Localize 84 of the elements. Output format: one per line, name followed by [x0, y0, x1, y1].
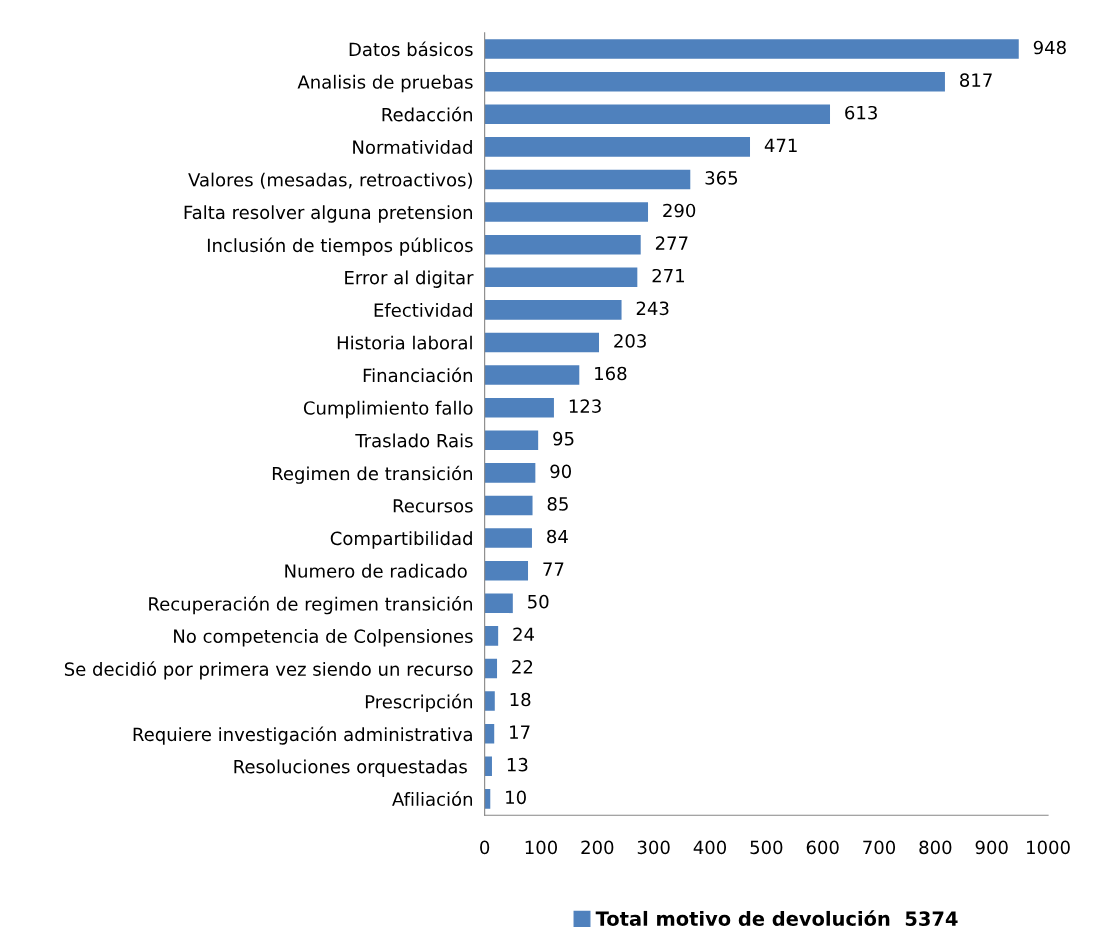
y-tick-label: Compartibilidad [330, 531, 472, 549]
x-tick-label: 800 [919, 840, 952, 855]
data-label: 613 [845, 105, 877, 120]
y-tick-label: Cumplimiento fallo [303, 400, 473, 419]
data-label: 168 [595, 366, 627, 381]
bar [484, 39, 1019, 59]
bar [484, 528, 532, 548]
bar [484, 137, 751, 157]
x-tick-label: 1000 [1027, 840, 1070, 855]
y-tick-label: Recuperación de regimen transición [149, 596, 472, 615]
bar [484, 71, 945, 92]
bar [484, 593, 513, 614]
data-label: 123 [569, 399, 601, 413]
x-tick-label: 200 [581, 840, 614, 855]
x-tick-label: 100 [525, 840, 558, 855]
data-label: 90 [550, 464, 572, 479]
data-label: 85 [547, 497, 568, 511]
y-tick-label: Resoluciones orquestadas [234, 759, 467, 777]
y-tick-label: Traslado Rais [355, 433, 473, 448]
data-label: 24 [513, 627, 535, 641]
bar [484, 397, 554, 418]
bar [484, 365, 580, 385]
data-label: 243 [636, 301, 669, 316]
bar [484, 463, 536, 483]
data-label: 817 [960, 73, 992, 87]
y-tick-label: Falta resolver alguna pretension [184, 205, 472, 223]
data-label: 290 [663, 203, 696, 218]
x-tick-label: 700 [863, 840, 896, 855]
bar [484, 723, 495, 744]
data-label: 203 [614, 334, 646, 348]
bar [484, 300, 622, 320]
data-label: 471 [764, 138, 797, 152]
bar [484, 756, 492, 777]
data-label: 10 [506, 790, 526, 805]
data-label: 50 [528, 594, 549, 609]
x-tick-label: 0 [480, 840, 490, 855]
y-tick-label: Analisis de pruebas [297, 74, 473, 93]
bar [484, 626, 499, 646]
data-label: 365 [705, 171, 738, 185]
x-tick-label: 300 [637, 840, 670, 855]
x-tick-label: 900 [975, 840, 1008, 855]
y-tick-label: Requiere investigación administrativa [133, 726, 472, 745]
bar [484, 430, 539, 451]
bar [484, 104, 831, 125]
data-label: 271 [652, 268, 685, 283]
y-tick-label: Error al digitar [345, 270, 474, 288]
data-label: 277 [655, 236, 688, 250]
y-tick-label: Financiación [363, 367, 472, 383]
y-tick-label: Datos básicos [349, 41, 473, 57]
bar [484, 691, 495, 711]
bar [484, 658, 498, 679]
x-tick-label: 500 [750, 840, 783, 855]
y-tick-label: No competencia de Colpensiones [174, 629, 473, 647]
bar [484, 495, 533, 516]
y-tick-label: Numero de radicado [285, 563, 467, 578]
bar [484, 202, 649, 222]
data-label: 95 [553, 431, 574, 446]
data-label: 84 [547, 529, 568, 544]
bar [484, 789, 491, 809]
bar [484, 560, 529, 581]
y-tick-label: Se decidió por primera vez siendo un recurso [64, 661, 473, 680]
bar [484, 267, 638, 288]
bar [484, 234, 641, 255]
x-tick-label: 600 [806, 840, 839, 855]
y-tick-label: Afiliación [392, 791, 472, 807]
y-tick-label: Valores (mesadas, retroactivos) [188, 172, 472, 189]
data-label: 22 [512, 660, 533, 674]
y-tick-label: Inclusión de tiempos públicos [207, 237, 473, 256]
data-label: 948 [1033, 40, 1066, 55]
bar [484, 332, 600, 353]
y-tick-label: Regimen de transición [272, 465, 472, 484]
y-tick-label: Efectividad [374, 303, 472, 318]
data-label: 77 [543, 562, 564, 576]
legend-label: Total motivo de devolución 5374 [595, 910, 958, 926]
x-tick-label: 400 [693, 840, 727, 855]
y-tick-label: Redacción [382, 106, 472, 122]
y-tick-label: Historia laboral [337, 335, 472, 350]
data-label: 13 [507, 757, 528, 772]
data-label: 17 [510, 725, 530, 739]
bar [484, 169, 691, 190]
data-label: 18 [510, 692, 531, 707]
y-tick-label: Prescripción [365, 693, 472, 713]
y-tick-label: Normatividad [353, 140, 472, 155]
y-tick-label: Recursos [393, 499, 473, 513]
